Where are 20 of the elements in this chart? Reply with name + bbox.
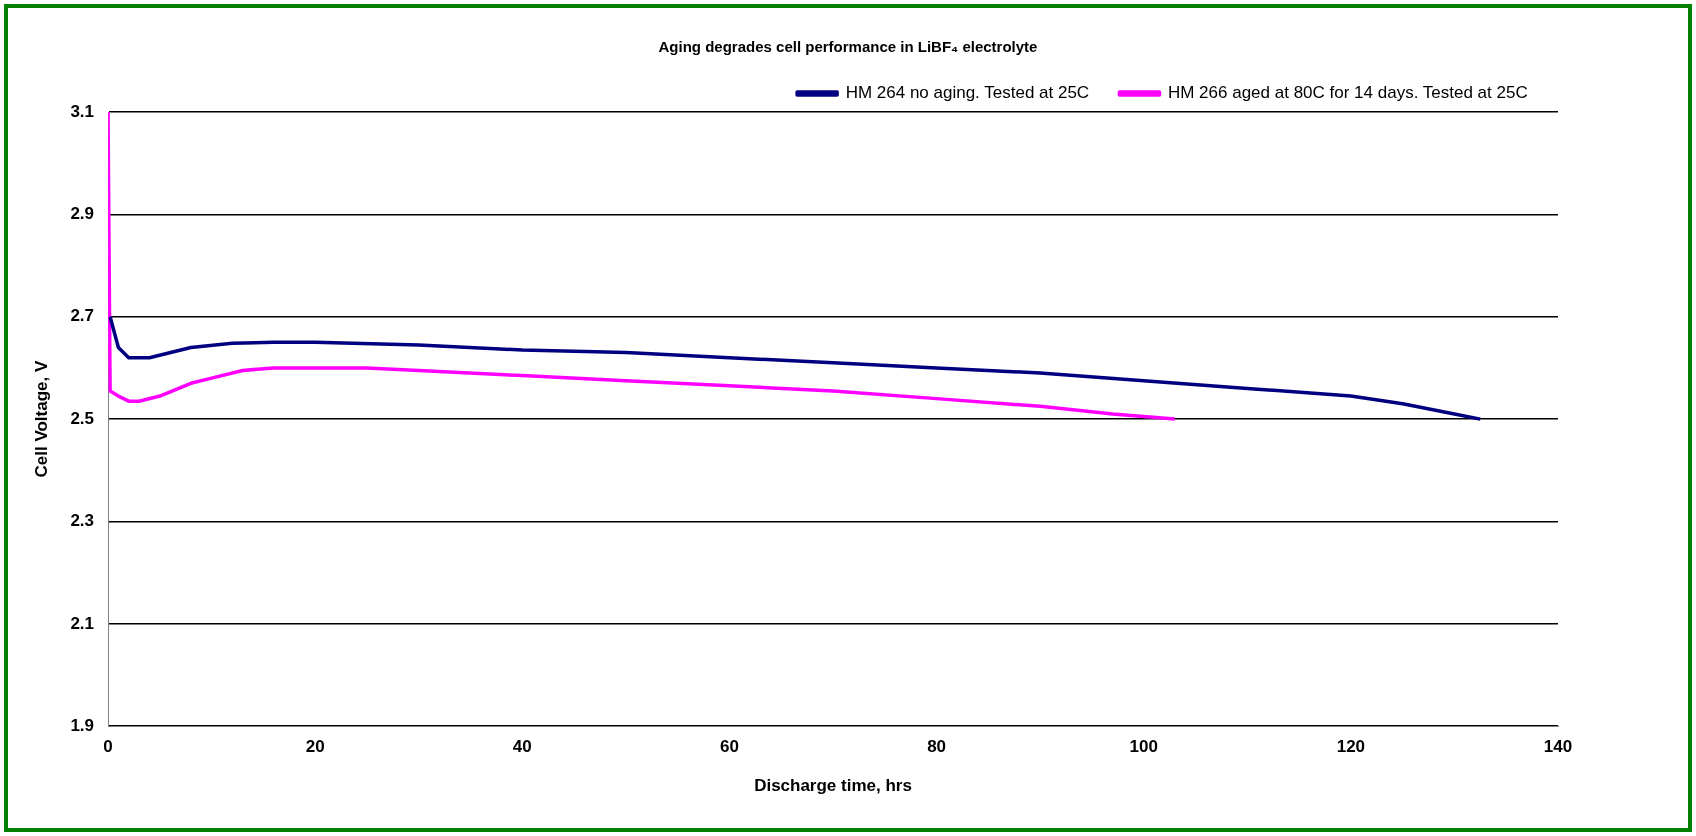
y-tick-label: 2.5 <box>70 408 95 428</box>
x-tick-label: 120 <box>1336 737 1366 757</box>
x-tick-label: 20 <box>305 737 325 757</box>
y-tick-label: 1.9 <box>70 715 95 735</box>
x-tick-label: 0 <box>103 737 113 757</box>
y-tick-label: 3.1 <box>70 101 95 121</box>
legend-label: HM 264 no aging. Tested at 25C <box>845 83 1090 103</box>
y-tick-label: 2.1 <box>70 613 95 633</box>
x-tick-label: 40 <box>512 737 532 757</box>
y-tick-label: 2.3 <box>70 511 95 531</box>
y-tick-label: 2.7 <box>70 306 95 326</box>
legend-label: HM 266 aged at 80C for 14 days. Tested at 25C <box>1167 83 1528 103</box>
x-tick-label: 100 <box>1129 737 1158 757</box>
y-tick-label: 2.9 <box>70 204 95 224</box>
x-axis-title: Discharge time, hrs <box>754 776 912 796</box>
y-axis-title: Cell Voltage, V <box>31 360 51 478</box>
x-tick-label: 60 <box>719 737 739 757</box>
chart-title: Aging degrades cell performance in LiBF₄ electrolyte <box>657 38 1039 55</box>
x-tick-label: 140 <box>1543 737 1573 757</box>
x-tick-label: 80 <box>927 737 947 757</box>
